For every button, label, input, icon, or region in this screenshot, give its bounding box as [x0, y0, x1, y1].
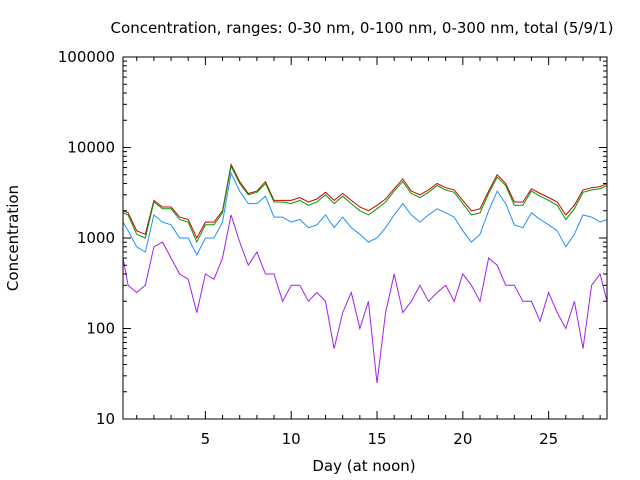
series-line-2 [123, 164, 607, 244]
y-tick-label: 10000 [67, 139, 115, 157]
series-layer [123, 162, 607, 384]
y-axis-label: Concentration [4, 185, 22, 291]
series-line-1 [123, 162, 607, 240]
plot-frame [122, 56, 608, 420]
series-line-3 [123, 171, 607, 257]
axes-layer: 10 100 1000 10000 100000 5 10 15 20 25 [58, 48, 607, 448]
y-tick-label: 100 [86, 320, 115, 338]
x-tick-label: 10 [282, 430, 301, 448]
chart-title: Concentration, ranges: 0-30 nm, 0-100 nm… [111, 19, 614, 37]
x-tick-label: 15 [367, 430, 386, 448]
series-line-4 [123, 214, 607, 384]
x-axis-label: Day (at noon) [312, 457, 415, 475]
y-tick-label: 1000 [77, 229, 115, 247]
x-tick-label: 25 [539, 430, 558, 448]
y-tick-label: 100000 [58, 48, 115, 66]
y-tick-label: 10 [96, 410, 115, 428]
x-tick-label: 5 [201, 430, 211, 448]
x-tick-label: 20 [453, 430, 472, 448]
